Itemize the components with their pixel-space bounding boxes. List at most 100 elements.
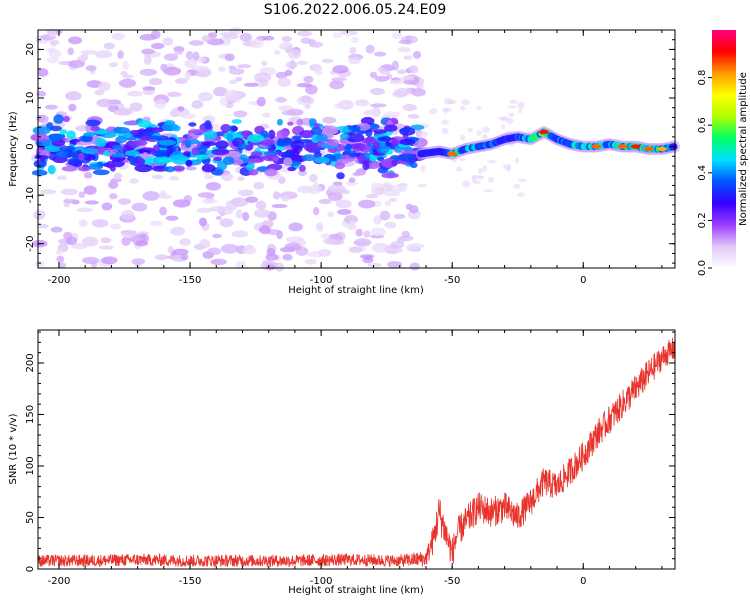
spectrogram-cell xyxy=(384,200,392,207)
spectrogram-cell xyxy=(120,70,128,76)
spectrogram-cell xyxy=(62,116,70,123)
spectrogram-cell xyxy=(220,243,239,254)
x-tick-label: 0 xyxy=(580,275,586,286)
spectrogram-cell xyxy=(344,214,358,225)
spectrogram-cell xyxy=(235,209,243,219)
spectrogram-cell xyxy=(365,194,379,199)
spectrogram-cell xyxy=(50,226,63,233)
spectrogram-cell xyxy=(379,69,391,75)
spectrogram-cell xyxy=(266,229,282,236)
spectrogram-cell xyxy=(80,147,98,154)
spectrogram-cell xyxy=(154,254,169,261)
spectrogram-cell xyxy=(276,139,293,147)
spectrogram-cell xyxy=(159,139,177,146)
spectrogram-x-axis-label: Height of straight line (km) xyxy=(288,285,424,296)
spectrogram-cell xyxy=(36,91,47,97)
spectrogram-cell xyxy=(230,125,238,132)
spectrogram-cell xyxy=(296,60,309,65)
spectrogram-cell xyxy=(152,150,168,158)
spectrogram-cell xyxy=(305,84,318,95)
spectrogram-cell xyxy=(373,51,387,57)
spectrogram-cell xyxy=(203,174,215,180)
x-tick-label: 0 xyxy=(580,576,586,587)
snr-x-axis-label: Height of straight line (km) xyxy=(288,585,424,596)
signal-peak xyxy=(447,151,458,157)
spectrogram-cell xyxy=(115,136,127,144)
spectrogram-cell xyxy=(67,158,77,166)
spectrogram-cell xyxy=(380,136,392,142)
spectrogram-cell xyxy=(125,150,140,157)
spectrogram-cell xyxy=(365,44,375,54)
spectrogram-cell xyxy=(339,133,350,140)
spectrogram-cell xyxy=(441,119,450,125)
spectrogram-cell xyxy=(56,175,68,181)
spectrogram-cell xyxy=(471,175,477,183)
spectrogram-cell xyxy=(243,82,259,87)
spectrogram-frame xyxy=(37,29,676,269)
spectrogram-cell xyxy=(129,155,136,166)
spectrogram-cell xyxy=(80,49,98,55)
spectrogram-cell xyxy=(381,172,399,179)
x-tick-label: -100 xyxy=(310,275,333,286)
spectrogram-cell xyxy=(144,130,155,136)
spectrogram-cell xyxy=(56,149,69,158)
spectrogram-cell xyxy=(288,222,303,232)
spectrogram-cell xyxy=(188,122,197,127)
spectrogram-cell xyxy=(84,200,99,205)
spectrogram-cell xyxy=(121,236,131,246)
spectrogram-cell xyxy=(206,38,224,46)
spectrogram-cell xyxy=(348,125,361,131)
spectrogram-cell xyxy=(315,67,323,76)
spectrogram-cell xyxy=(253,181,265,190)
spectrogram-cell xyxy=(56,255,65,264)
spectrogram-cell xyxy=(39,155,46,163)
spectrogram-cell xyxy=(506,165,511,172)
spectrogram-cell xyxy=(351,36,359,43)
snr-y-axis-label: SNR (10 * v/v) xyxy=(8,413,19,484)
spectrogram-cell xyxy=(108,62,119,68)
signal-peak xyxy=(617,144,628,149)
spectrogram-cell xyxy=(160,63,168,72)
spectrogram-cell xyxy=(222,156,235,165)
spectrogram-cell xyxy=(399,184,407,193)
spectrogram-cell xyxy=(37,114,49,124)
spectrogram-cell xyxy=(112,127,130,134)
x-tick-label: -100 xyxy=(310,576,333,587)
snr-x-ticks: -200 -150 -100 -50 0 xyxy=(48,330,663,587)
spectrogram-cell xyxy=(141,152,149,160)
spectrogram-cell xyxy=(376,146,390,154)
spectrogram-cell xyxy=(198,217,207,227)
spectrogram-cell xyxy=(228,68,245,75)
spectrogram-cell xyxy=(354,100,370,107)
colorbar-tick-label: 0.6 xyxy=(697,117,708,133)
spectrogram-cell xyxy=(415,83,424,89)
spectrogram-cell xyxy=(407,114,420,119)
spectrogram-cell xyxy=(373,215,382,225)
spectrogram-cell xyxy=(166,91,182,97)
spectrogram-cell xyxy=(242,246,257,255)
spectrogram-cell xyxy=(82,256,100,265)
spectrogram-cell xyxy=(300,95,312,103)
spectrogram-cell xyxy=(247,133,265,143)
figure-title: S106.2022.006.05.24.E09 xyxy=(264,2,447,18)
spectrogram-cell xyxy=(78,191,86,199)
spectrogram-cell xyxy=(358,199,376,209)
spectrogram-cell xyxy=(207,32,218,39)
spectrogram-cell xyxy=(352,172,361,177)
spectrogram-cell xyxy=(87,163,103,170)
y-tick-label: 20 xyxy=(25,43,36,56)
spectrogram-x-ticks: -200 -150 -100 -50 0 xyxy=(48,30,663,286)
y-tick-label: 50 xyxy=(25,511,36,524)
colorbar-tick-label: 0.8 xyxy=(697,70,708,86)
spectrogram-cell xyxy=(250,151,263,157)
spectrogram-cell xyxy=(259,225,271,235)
x-tick-label: -200 xyxy=(48,576,71,587)
spectrogram-cell xyxy=(172,125,181,132)
snr-background xyxy=(38,330,675,569)
spectrogram-cell xyxy=(185,166,197,171)
spectrogram-cell xyxy=(320,233,330,238)
snr-y-ticks: 0 50 100 150 200 xyxy=(25,331,675,572)
spectrogram-cell xyxy=(237,176,245,182)
spectrogram-cell xyxy=(239,143,248,150)
spectrogram-cell xyxy=(303,142,319,152)
